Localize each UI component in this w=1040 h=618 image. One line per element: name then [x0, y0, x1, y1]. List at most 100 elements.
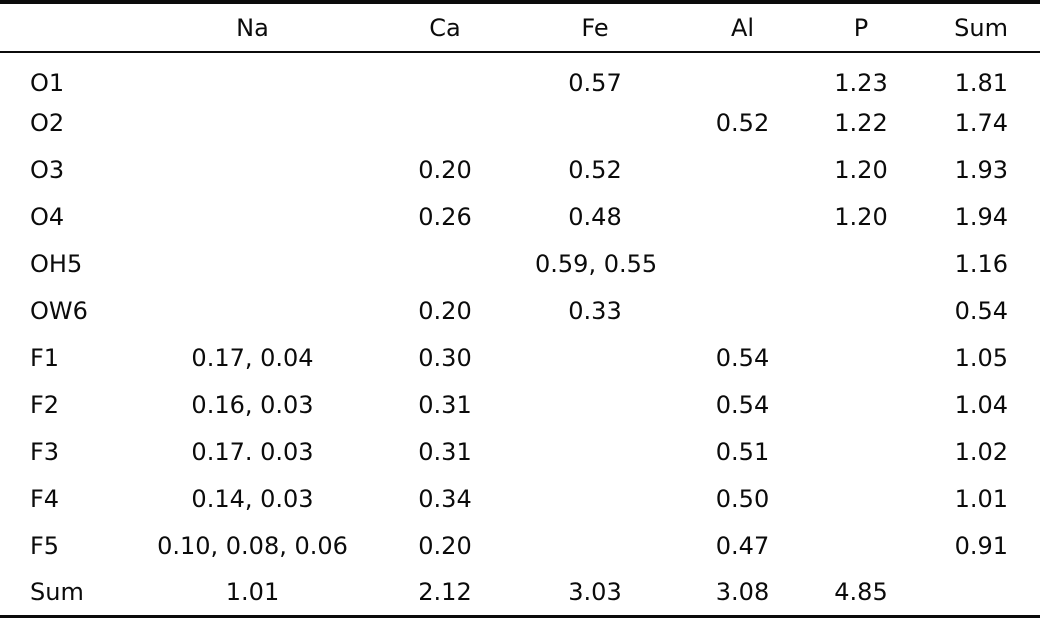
column-header: Sum: [892, 2, 1040, 53]
table-cell: 0.16, 0.03: [191, 390, 314, 419]
table-cell: [535, 381, 655, 428]
table-cell: [655, 240, 830, 287]
table-cell: [150, 193, 355, 240]
table-cell: 1.23: [834, 69, 888, 98]
table-cell: 0.17. 0.03: [191, 437, 314, 466]
table-cell: 0.52: [568, 155, 622, 184]
row-label: O1: [30, 69, 65, 98]
table-cell: 1.93: [954, 155, 1008, 184]
row-label: OW6: [30, 296, 88, 325]
header-row: Na Ca Fe Al P Sum: [0, 2, 1040, 53]
table-cell: 0.20: [418, 155, 472, 184]
table-cell: 1.02: [954, 437, 1008, 466]
table-row: F5 0.10, 0.08, 0.06 0.20 0.47 0.91: [0, 522, 1040, 569]
row-label: O4: [30, 202, 65, 231]
column-header: Fe: [535, 2, 655, 53]
table-cell: [535, 99, 655, 146]
table-cell: 0.20: [418, 531, 472, 560]
table-cell: 0.59, 0.55: [535, 249, 658, 278]
table-cell: 0.31: [418, 390, 472, 419]
table-cell: 0.17, 0.04: [191, 343, 314, 372]
table-cell: [892, 569, 1040, 616]
table-cell: [655, 193, 830, 240]
table-cell: 1.01: [954, 484, 1008, 513]
row-label: F1: [30, 343, 60, 372]
table-cell: 1.22: [834, 108, 888, 137]
table-cell: [830, 334, 892, 381]
table-cell: 0.33: [568, 296, 622, 325]
table-cell: 0.26: [418, 202, 472, 231]
table-row: O2 0.52 1.22 1.74: [0, 99, 1040, 146]
row-label: F4: [30, 484, 60, 513]
table-cell: [830, 240, 892, 287]
table-cell: 3.03: [568, 578, 622, 607]
table-row: F1 0.17, 0.04 0.30 0.54 1.05: [0, 334, 1040, 381]
row-label: F3: [30, 437, 60, 466]
table-cell: 0.47: [715, 531, 770, 560]
table-cell: 1.94: [954, 202, 1008, 231]
table-cell: 1.01: [225, 578, 280, 607]
table-header: Na Ca Fe Al P Sum: [0, 2, 1040, 53]
column-header: P: [830, 2, 892, 53]
table-cell: 0.54: [715, 390, 770, 419]
table-cell: [655, 287, 830, 334]
row-label: Sum: [30, 578, 84, 607]
table-cell: 1.04: [954, 390, 1008, 419]
table-row: Sum 1.01 2.12 3.03 3.08 4.85: [0, 569, 1040, 616]
table-row: OH5 0.59, 0.55 1.16: [0, 240, 1040, 287]
table-cell: 0.91: [954, 531, 1008, 560]
table-cell: 4.85: [834, 578, 888, 607]
table-cell: [535, 522, 655, 569]
table-row: OW6 0.20 0.33 0.54: [0, 287, 1040, 334]
table-cell: 0.10, 0.08, 0.06: [157, 531, 348, 560]
table-cell: [830, 428, 892, 475]
table-cell: 0.14, 0.03: [191, 484, 314, 513]
table-cell: [535, 475, 655, 522]
table-cell: 0.54: [715, 343, 770, 372]
table-cell: 0.57: [568, 69, 622, 98]
table-row: F2 0.16, 0.03 0.31 0.54 1.04: [0, 381, 1040, 428]
table-row: O3 0.20 0.52 1.20 1.93: [0, 146, 1040, 193]
corner-header: [0, 2, 150, 53]
table-cell: 0.54: [954, 296, 1008, 325]
column-header: Na: [150, 2, 355, 53]
table-cell: 0.48: [568, 202, 622, 231]
table-cell: [830, 522, 892, 569]
table-cell: 0.30: [418, 343, 472, 372]
table-cell: [655, 146, 830, 193]
column-header: Ca: [355, 2, 535, 53]
table-cell: 1.74: [954, 108, 1008, 137]
table-row: F3 0.17. 0.03 0.31 0.51 1.02: [0, 428, 1040, 475]
table-row: O4 0.26 0.48 1.20 1.94: [0, 193, 1040, 240]
table-cell: 0.50: [715, 484, 770, 513]
table-cell: [150, 287, 355, 334]
row-label: F5: [30, 531, 60, 560]
table-cell: [830, 381, 892, 428]
table-cell: 2.12: [418, 578, 472, 607]
table-row: O1 0.57 1.23 1.81: [0, 52, 1040, 99]
table-cell: 1.81: [954, 69, 1008, 98]
table-cell: [355, 52, 535, 99]
row-label: OH5: [30, 249, 83, 278]
table-cell: [830, 475, 892, 522]
table-cell: 1.05: [954, 343, 1008, 372]
table-cell: [150, 99, 355, 146]
table-cell: 0.51: [715, 437, 770, 466]
table-cell: 0.20: [418, 296, 472, 325]
table-cell: [355, 99, 535, 146]
table-cell: 1.20: [834, 155, 888, 184]
table-cell: [150, 146, 355, 193]
table-cell: 0.31: [418, 437, 472, 466]
table-cell: 1.20: [834, 202, 888, 231]
table-row: F4 0.14, 0.03 0.34 0.50 1.01: [0, 475, 1040, 522]
row-label: O2: [30, 108, 65, 137]
row-label: F2: [30, 390, 60, 419]
table-cell: 0.34: [418, 484, 472, 513]
row-label: O3: [30, 155, 65, 184]
table-body: O1 0.57 1.23 1.81 O2 0.52 1.22 1.74 O3 0.20 0.52 1.…: [0, 52, 1040, 617]
table-cell: [150, 52, 355, 99]
table-cell: 3.08: [715, 578, 770, 607]
table-cell: 0.52: [715, 108, 770, 137]
table-cell: [830, 287, 892, 334]
